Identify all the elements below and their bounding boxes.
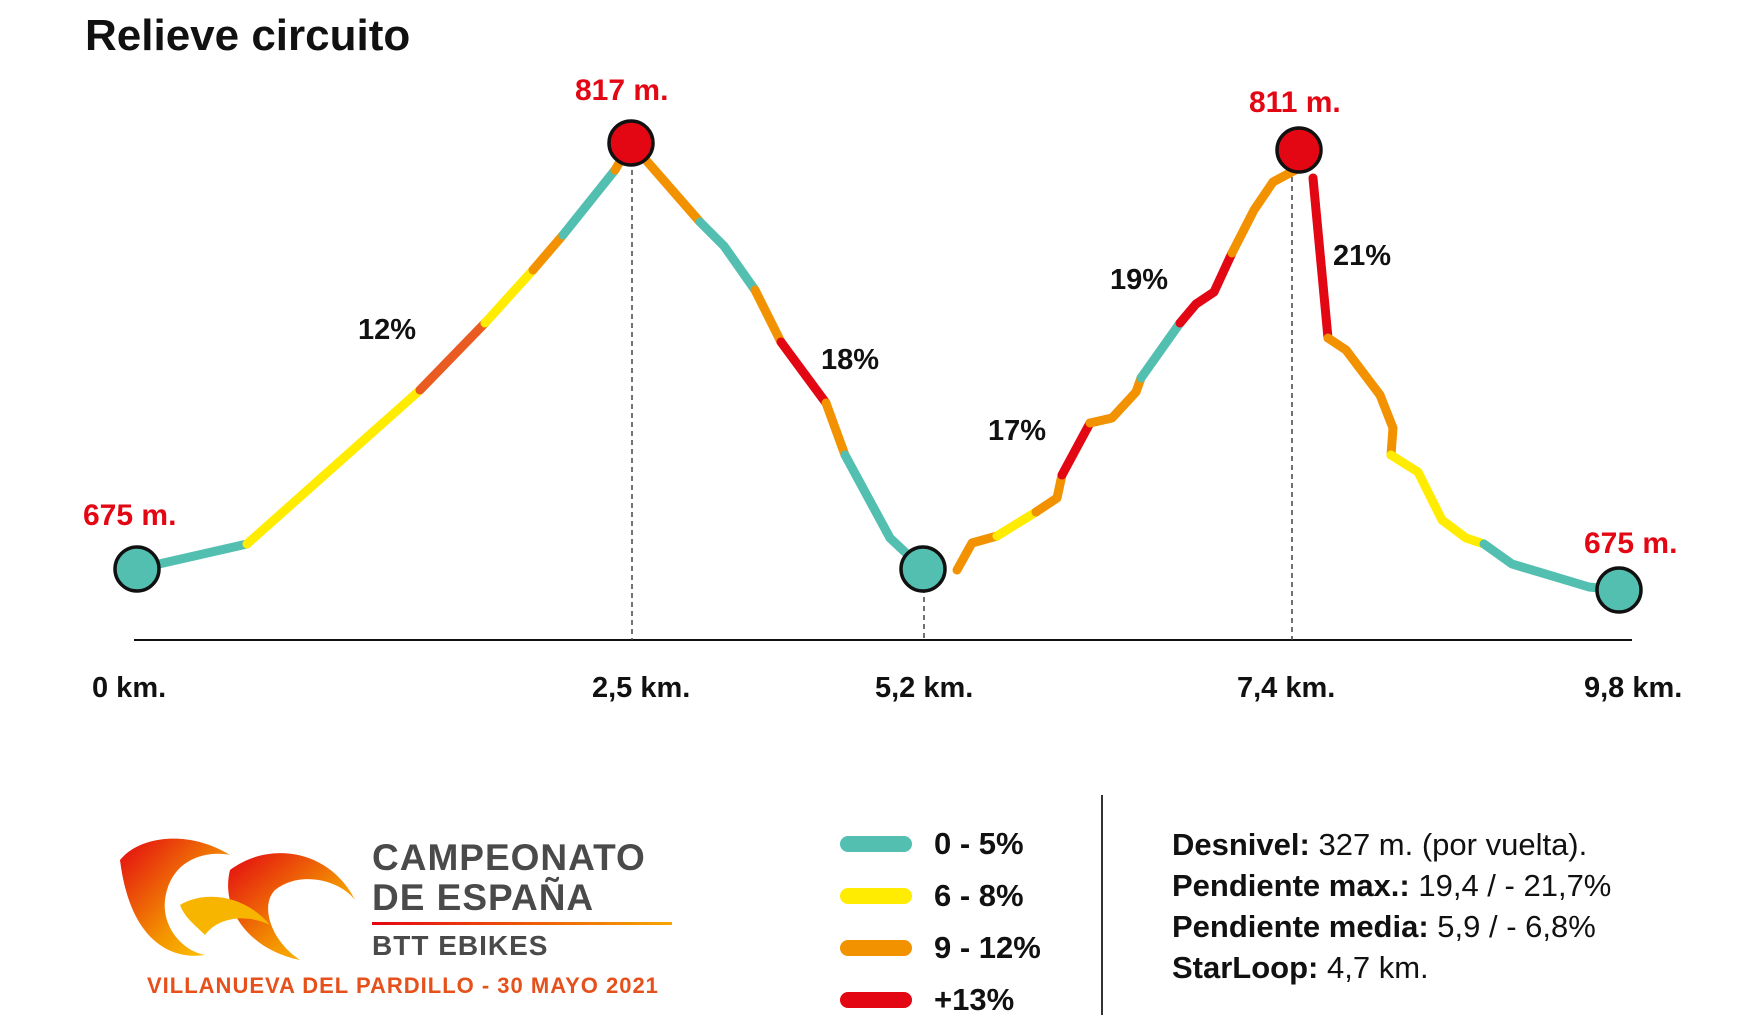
legend-swatch-teal	[840, 836, 912, 852]
chart-title: Relieve circuito	[85, 11, 410, 60]
profile-segment-19	[1175, 248, 1237, 328]
profile-segment-11	[821, 398, 850, 460]
elevation-profile-chart: Relieve circuito 675 m. 817 m. 811 m. 67…	[83, 11, 1682, 704]
grade-label-5: 21%	[1333, 240, 1391, 272]
stat-pendiente-media: Pendiente media: 5,9 / - 6,8%	[1172, 909, 1596, 944]
finish-marker	[1595, 566, 1643, 614]
profile-segment-1	[242, 385, 425, 549]
start-marker	[113, 545, 161, 593]
cyclist-swoosh-icon	[120, 838, 355, 960]
profile-segment-4	[528, 230, 568, 275]
profile-segment-20	[1227, 163, 1304, 258]
legend-swatch-yellow	[840, 888, 912, 904]
profile-segment-13	[952, 531, 1002, 575]
logo-line-3: BTT EBIKES	[372, 930, 549, 961]
stat-starloop: StarLoop: 4,7 km.	[1172, 950, 1429, 985]
profile-segment-21	[1308, 173, 1333, 343]
logo-place-date: VILLANUEVA DEL PARDILLO - 30 MAYO 2021	[147, 973, 659, 998]
elevation-label-start: 675 m.	[83, 499, 176, 532]
legend-label: +13%	[934, 982, 1015, 1017]
logo-line-1: CAMPEONATO	[372, 837, 646, 878]
legend-item: 0 - 5%	[840, 818, 1041, 870]
profile-segment-14	[992, 507, 1041, 541]
profile-segment-18	[1136, 318, 1185, 383]
stat-pendiente-max: Pendiente max.: 19,4 / - 21,7%	[1172, 868, 1612, 903]
elevation-label-peak1: 817 m.	[575, 74, 668, 107]
legend-swatch-orange	[840, 940, 912, 956]
peak1-marker	[607, 119, 655, 167]
grade-label-2: 18%	[821, 344, 879, 376]
legend-item: 6 - 8%	[840, 870, 1041, 922]
logo-divider	[372, 922, 672, 925]
stat-desnivel: Desnivel: 327 m. (por vuelta).	[1172, 827, 1588, 862]
profile-segment-8	[695, 217, 760, 295]
profile-segment-17	[1085, 373, 1146, 428]
event-logo: CAMPEONATO DE ESPAÑA BTT EBIKES VILLANUE…	[110, 830, 690, 1010]
chart-legend: 0 - 5% 6 - 8% 9 - 12% +13%	[840, 818, 1041, 1026]
x-tick-label-3: 7,4 km.	[1237, 672, 1335, 704]
legend-label: 9 - 12%	[934, 930, 1041, 965]
profile-segment-22	[1323, 333, 1398, 460]
profile-segment-2	[415, 318, 490, 395]
elevation-label-peak2: 811 m.	[1249, 86, 1341, 119]
profile-segment-15	[1031, 470, 1067, 517]
grade-label-3: 17%	[988, 415, 1046, 447]
x-tick-label-0: 0 km.	[92, 672, 166, 704]
profile-segment-10	[776, 337, 831, 408]
x-tick-label-4: 9,8 km.	[1584, 672, 1682, 704]
legend-label: 0 - 5%	[934, 826, 1024, 861]
route-stats: Desnivel: 327 m. (por vuelta). Pendiente…	[1172, 824, 1611, 988]
profile-segment-3	[480, 265, 538, 328]
profile-line	[132, 138, 1624, 595]
vertical-divider	[1101, 795, 1103, 1015]
x-tick-label-2: 5,2 km.	[875, 672, 973, 704]
valley-marker	[899, 545, 947, 593]
profile-segment-23	[1386, 450, 1489, 549]
x-tick-label-1: 2,5 km.	[592, 672, 690, 704]
profile-segment-16	[1057, 418, 1095, 480]
legend-label: 6 - 8%	[934, 878, 1024, 913]
logo-line-2: DE ESPAÑA	[372, 877, 595, 918]
grade-label-4: 19%	[1110, 264, 1168, 296]
peak2-marker	[1275, 126, 1323, 174]
elevation-label-finish: 675 m.	[1584, 527, 1677, 560]
profile-segment-5	[558, 165, 620, 240]
profile-segment-9	[750, 285, 786, 347]
grade-label-1: 12%	[358, 314, 416, 346]
legend-swatch-red	[840, 992, 912, 1008]
legend-item: +13%	[840, 974, 1041, 1026]
legend-item: 9 - 12%	[840, 922, 1041, 974]
